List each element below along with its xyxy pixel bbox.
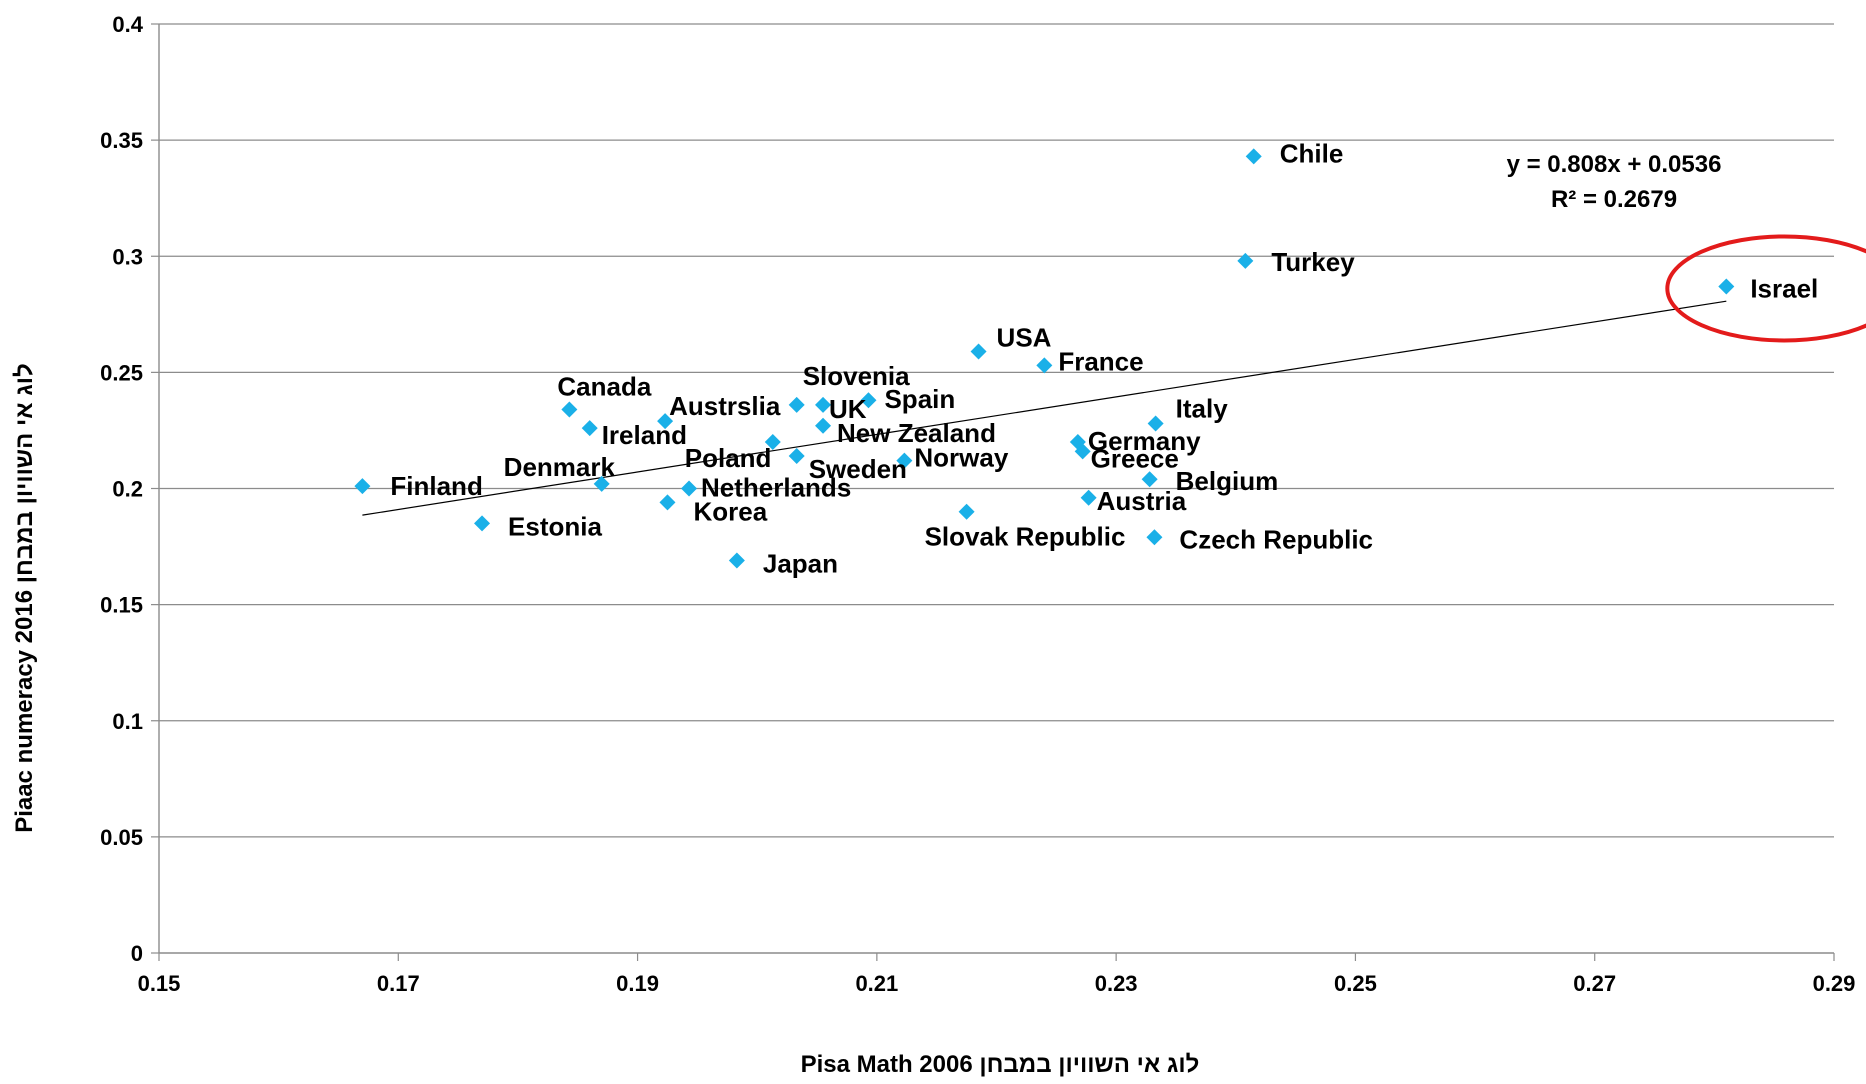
point-label-italy: Italy xyxy=(1176,393,1229,423)
point-label-austria: Austria xyxy=(1097,486,1187,516)
point-austrslia xyxy=(657,413,674,430)
point-label-israel: Israel xyxy=(1750,273,1818,303)
highlight-circle xyxy=(1665,234,1866,343)
point-label-slovenia: Slovenia xyxy=(803,361,910,391)
point-denmark xyxy=(593,475,610,492)
tick-labels: 0 0.05 0.1 0.15 0.2 0.25 0.3 0.35 0.4 0.15 0.17 0.1… xyxy=(100,12,1855,996)
axes xyxy=(151,23,1835,961)
trendline-r-squared: R² = 0.2679 xyxy=(1551,186,1677,213)
point-netherlands xyxy=(681,480,698,497)
point-label-uk: UK xyxy=(829,394,867,424)
point-estonia xyxy=(474,515,491,532)
x-tick-label: 0.15 xyxy=(138,971,181,996)
x-tick-label: 0.29 xyxy=(1813,971,1856,996)
y-tick-label: 0.35 xyxy=(100,128,143,153)
y-tick-label: 0.25 xyxy=(100,360,143,385)
y-tick-label: 0.4 xyxy=(112,12,143,37)
point-label-greece: Greece xyxy=(1091,443,1179,473)
point-label-belgium: Belgium xyxy=(1176,466,1279,496)
x-tick-label: 0.25 xyxy=(1334,971,1377,996)
y-tick-label: 0.05 xyxy=(100,825,143,850)
point-usa xyxy=(970,343,987,360)
point-label-sweden: Sweden xyxy=(809,454,907,484)
y-axis-title: לוג אי השוויון במבחן Piaac numeracy 2016 xyxy=(11,363,38,833)
point-label-chile: Chile xyxy=(1280,138,1344,168)
point-label-finland: Finland xyxy=(390,471,482,501)
x-tick-label: 0.23 xyxy=(1095,971,1138,996)
data-points xyxy=(354,148,1735,569)
point-label-netherlands: Netherlands xyxy=(701,473,851,503)
y-tick-label: 0.3 xyxy=(112,244,143,269)
point-turkey xyxy=(1237,252,1254,269)
point-poland xyxy=(764,434,781,451)
point-israel xyxy=(1718,278,1735,295)
point-italy xyxy=(1147,415,1164,432)
point-label-france: France xyxy=(1058,346,1143,376)
point-uk xyxy=(815,396,832,413)
point-label-denmark: Denmark xyxy=(504,452,616,482)
trendline-equation-block: y = 0.808x + 0.0536 R² = 0.2679 xyxy=(1507,151,1722,213)
point-france xyxy=(1036,357,1053,374)
gridlines xyxy=(159,23,1834,838)
point-label-poland: Poland xyxy=(685,443,772,473)
point-slovenia xyxy=(788,396,805,413)
y-tick-label: 0.2 xyxy=(112,477,143,502)
trendline xyxy=(362,300,1727,516)
y-tick-label: 0.15 xyxy=(100,593,143,618)
point-label-usa: USA xyxy=(997,322,1052,352)
point-label-germany: Germany xyxy=(1088,426,1201,456)
y-tick-label: 0.1 xyxy=(112,709,143,734)
trendline-group xyxy=(362,300,1727,516)
point-japan xyxy=(728,552,745,569)
trendline-equation: y = 0.808x + 0.0536 xyxy=(1507,151,1722,178)
x-tick-label: 0.19 xyxy=(616,971,659,996)
point-label-turkey: Turkey xyxy=(1271,247,1355,277)
point-label-estonia: Estonia xyxy=(508,511,602,541)
point-belgium xyxy=(1141,471,1158,488)
point-austria xyxy=(1080,489,1097,506)
point-label-slovak-republic: Slovak Republic xyxy=(925,522,1126,552)
point-label-czech-republic: Czech Republic xyxy=(1179,524,1373,554)
x-tick-label: 0.27 xyxy=(1573,971,1616,996)
point-spain xyxy=(860,392,877,409)
point-norway xyxy=(896,452,913,469)
point-canada xyxy=(561,401,578,418)
point-label-ireland: Ireland xyxy=(602,420,687,450)
point-chile xyxy=(1245,148,1262,165)
point-czech-republic xyxy=(1146,529,1163,546)
point-label-new-zealand: New Zealand xyxy=(837,418,996,448)
point-new-zealand xyxy=(815,417,832,434)
point-label-canada: Canada xyxy=(557,372,651,402)
point-finland xyxy=(354,478,371,495)
x-tick-label: 0.21 xyxy=(855,971,898,996)
point-sweden xyxy=(788,447,805,464)
point-label-japan: Japan xyxy=(763,548,838,578)
point-slovak-republic xyxy=(958,503,975,520)
point-label-norway: Norway xyxy=(914,443,1008,473)
point-greece xyxy=(1074,443,1091,460)
x-tick-label: 0.17 xyxy=(377,971,420,996)
y-tick-label: 0 xyxy=(131,941,143,966)
point-label-austrslia: Austrslia xyxy=(669,391,781,421)
point-ireland xyxy=(581,420,598,437)
point-korea xyxy=(659,494,676,511)
point-label-spain: Spain xyxy=(884,384,955,414)
point-label-korea: Korea xyxy=(693,496,767,526)
x-axis-title: לוג אי השוויון במבחן Pisa Math 2006 xyxy=(801,1051,1200,1078)
